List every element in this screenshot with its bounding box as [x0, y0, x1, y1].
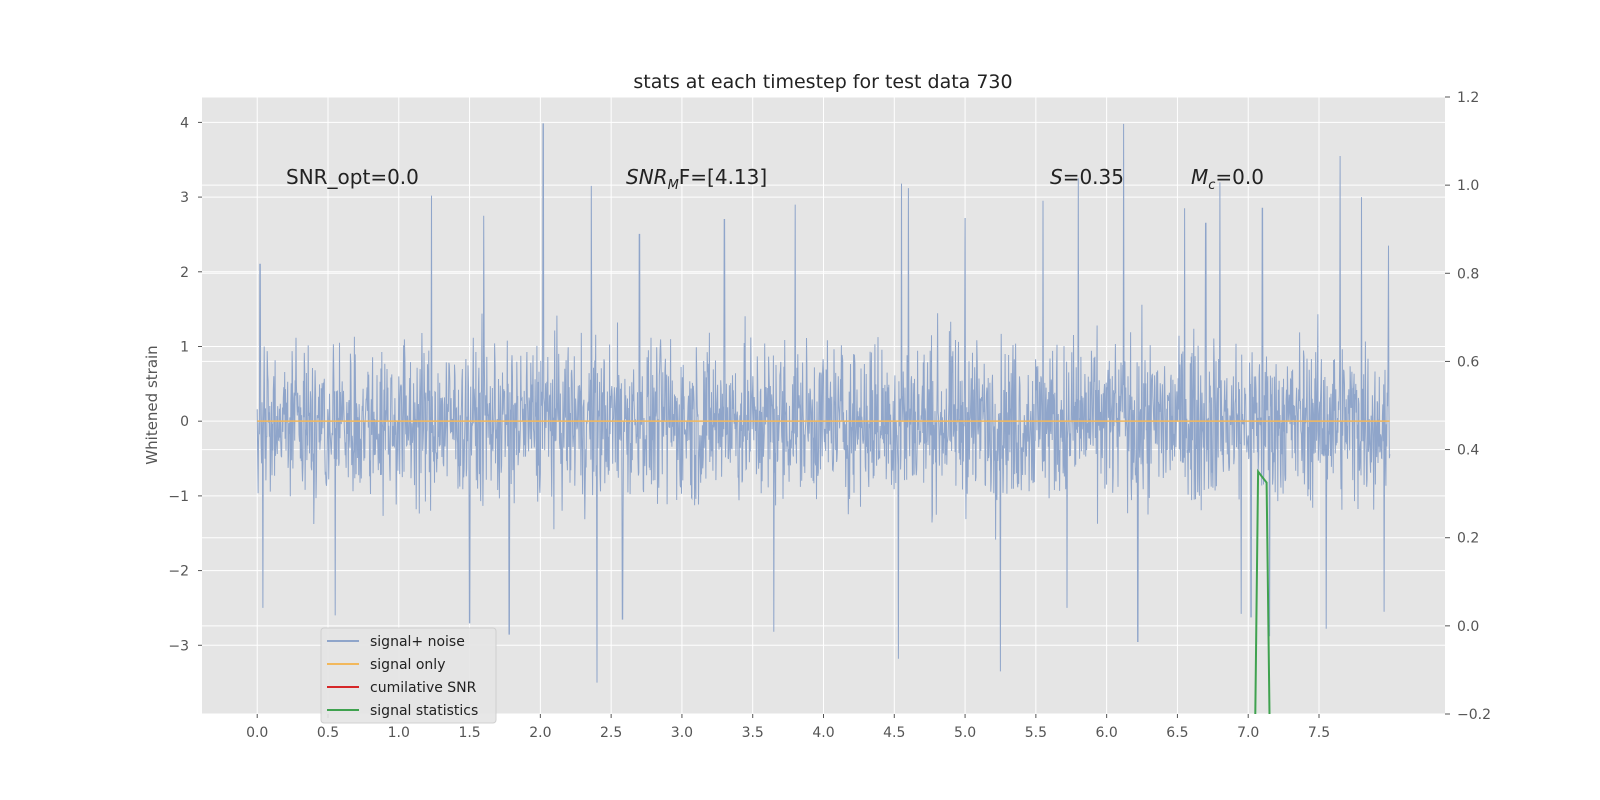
- x-tick-label-1: 0.5: [317, 725, 339, 741]
- y2-tick-label-2: 0.8: [1457, 266, 1479, 282]
- y-axis-ticks: 4 3 2 1 0 −1 −2 −3: [168, 115, 202, 654]
- annotation-snr-opt: SNR_opt=0.0: [286, 165, 419, 189]
- series-signal-statistics: [1254, 468, 1271, 715]
- y-tick-label-6: −2: [168, 564, 189, 580]
- annotation-snr-mf: SNRMF=[4.13]: [626, 165, 767, 193]
- x-tick-label-9: 4.5: [883, 725, 905, 741]
- x-tick-label-15: 7.5: [1308, 725, 1330, 741]
- y-tick-label-3: 1: [180, 339, 189, 355]
- x-tick-label-12: 6.0: [1096, 725, 1118, 741]
- y2-tick-label-7: −0.2: [1457, 707, 1491, 723]
- y2-tick-label-3: 0.6: [1457, 354, 1479, 370]
- y-tick-label-0: 4: [180, 115, 189, 131]
- x-tick-label-13: 6.5: [1166, 725, 1188, 741]
- x-tick-label-6: 3.0: [671, 725, 693, 741]
- line-signal-noise: [256, 123, 1391, 683]
- legend-label-signal-only: signal only: [370, 657, 445, 673]
- y2-tick-label-4: 0.4: [1457, 443, 1479, 459]
- legend-label-cumulative-snr: cumilative SNR: [370, 680, 477, 696]
- legend-box: [320, 627, 497, 724]
- x-tick-label-8: 4.0: [812, 725, 834, 741]
- y-axis-label: Whitened strain: [143, 345, 161, 464]
- y-tick-label-2: 2: [180, 265, 189, 281]
- x-axis-ticks: 0.0 0.5 1.0 1.5 2.0 2.5 3.0 3.5 4.0 4.5 5.0 5.5 6.0 6…: [246, 714, 1330, 741]
- annotation-mc: Mc=0.0: [1191, 165, 1264, 193]
- x-tick-label-11: 5.5: [1025, 725, 1047, 741]
- y-tick-label-7: −3: [168, 638, 189, 654]
- x-tick-label-0: 0.0: [246, 725, 268, 741]
- y-tick-label-5: −1: [168, 489, 189, 505]
- series-signal-noise: [256, 123, 1391, 683]
- y2-tick-label-5: 0.2: [1457, 531, 1479, 547]
- line-signal-statistics: [1254, 468, 1271, 715]
- x-tick-label-10: 5.0: [954, 725, 976, 741]
- y-tick-label-1: 3: [180, 190, 189, 206]
- legend: signal+ noise signal only cumilative SNR…: [320, 627, 497, 724]
- y2-tick-label-1: 1.0: [1457, 178, 1479, 194]
- y2-axis-ticks: 1.2 1.0 0.8 0.6 0.4 0.2 0.0 −0.2: [1445, 90, 1491, 723]
- x-tick-label-2: 1.0: [388, 725, 410, 741]
- x-tick-label-7: 3.5: [742, 725, 764, 741]
- annotation-s: S=0.35: [1050, 165, 1124, 189]
- x-tick-label-4: 2.0: [529, 725, 551, 741]
- y-tick-label-4: 0: [180, 414, 189, 430]
- y2-tick-label-6: 0.0: [1457, 619, 1479, 635]
- legend-label-signal-statistics: signal statistics: [370, 703, 478, 719]
- x-tick-label-14: 7.0: [1237, 725, 1259, 741]
- legend-label-signal-noise: signal+ noise: [370, 634, 465, 650]
- x-tick-label-3: 1.5: [458, 725, 480, 741]
- x-tick-label-5: 2.5: [600, 725, 622, 741]
- chart-title: stats at each timestep for test data 730: [633, 71, 1012, 93]
- y2-tick-label-0: 1.2: [1457, 90, 1479, 106]
